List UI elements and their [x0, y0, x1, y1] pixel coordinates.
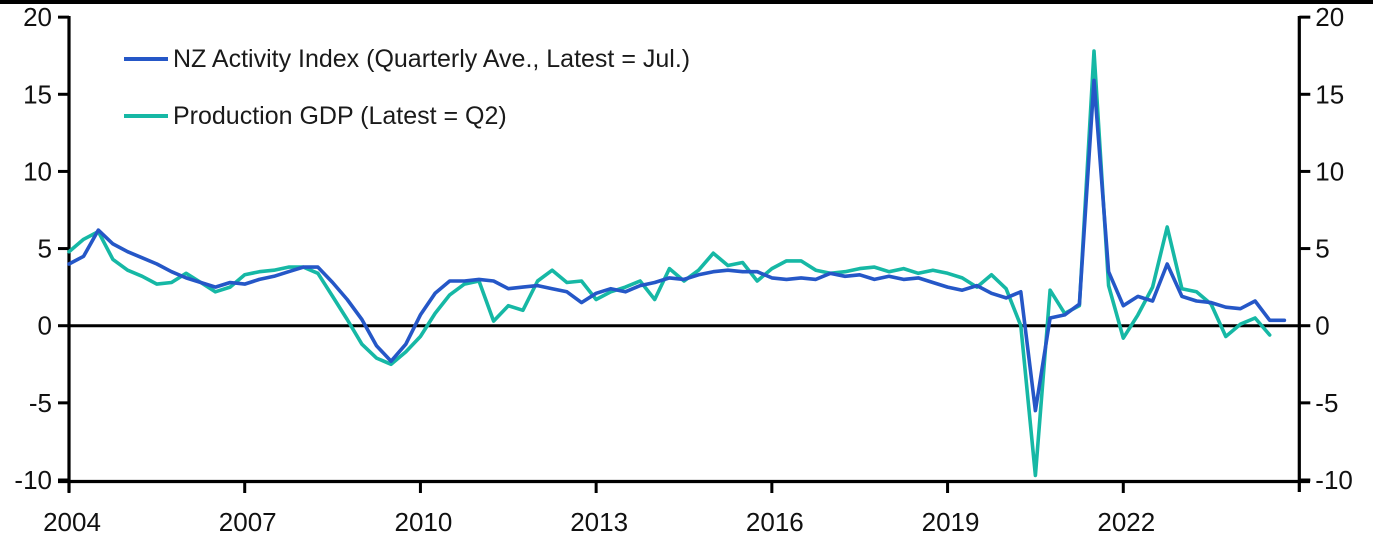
y-axis-label-right: -10 [1315, 465, 1353, 495]
activity-index-line-swatch [124, 57, 168, 61]
y-axis-label-left: 5 [38, 234, 52, 264]
legend-label-production-gdp: Production GDP (Latest = Q2) [173, 101, 507, 130]
x-axis-label: 2007 [219, 507, 277, 537]
top-border-rule [0, 0, 1373, 4]
legend-item-activity-index: NZ Activity Index (Quarterly Ave., Lates… [124, 44, 690, 74]
production-gdp-line-swatch [124, 114, 168, 118]
y-axis-label-left: -10 [14, 465, 52, 495]
y-axis-label-left: 0 [38, 311, 52, 341]
legend-label-activity-index: NZ Activity Index (Quarterly Ave., Lates… [173, 44, 691, 73]
nz-activity-index-line [67, 78, 1287, 413]
y-axis-label-left: 15 [23, 79, 52, 109]
y-axis-label-right: 15 [1315, 79, 1344, 109]
x-axis-label: 2010 [395, 507, 453, 537]
y-axis-label-right: 20 [1315, 2, 1344, 32]
legend-item-production-gdp: Production GDP (Latest = Q2) [124, 101, 690, 131]
y-axis-label-left: 10 [23, 156, 52, 186]
y-axis-label-right: -5 [1315, 388, 1338, 418]
x-axis-label: 2022 [1097, 507, 1155, 537]
y-axis-label-right: 10 [1315, 156, 1344, 186]
y-axis-label-left: 20 [23, 2, 52, 32]
x-axis-label: 2016 [746, 507, 804, 537]
y-axis-label-left: -5 [29, 388, 52, 418]
y-axis-label-right: 5 [1315, 234, 1329, 264]
chart-legend: NZ Activity Index (Quarterly Ave., Lates… [124, 44, 690, 158]
y-axis-label-right: 0 [1315, 311, 1329, 341]
x-axis-label: 2004 [43, 507, 101, 537]
x-axis-label: 2013 [570, 507, 628, 537]
x-axis-label: 2019 [922, 507, 980, 537]
